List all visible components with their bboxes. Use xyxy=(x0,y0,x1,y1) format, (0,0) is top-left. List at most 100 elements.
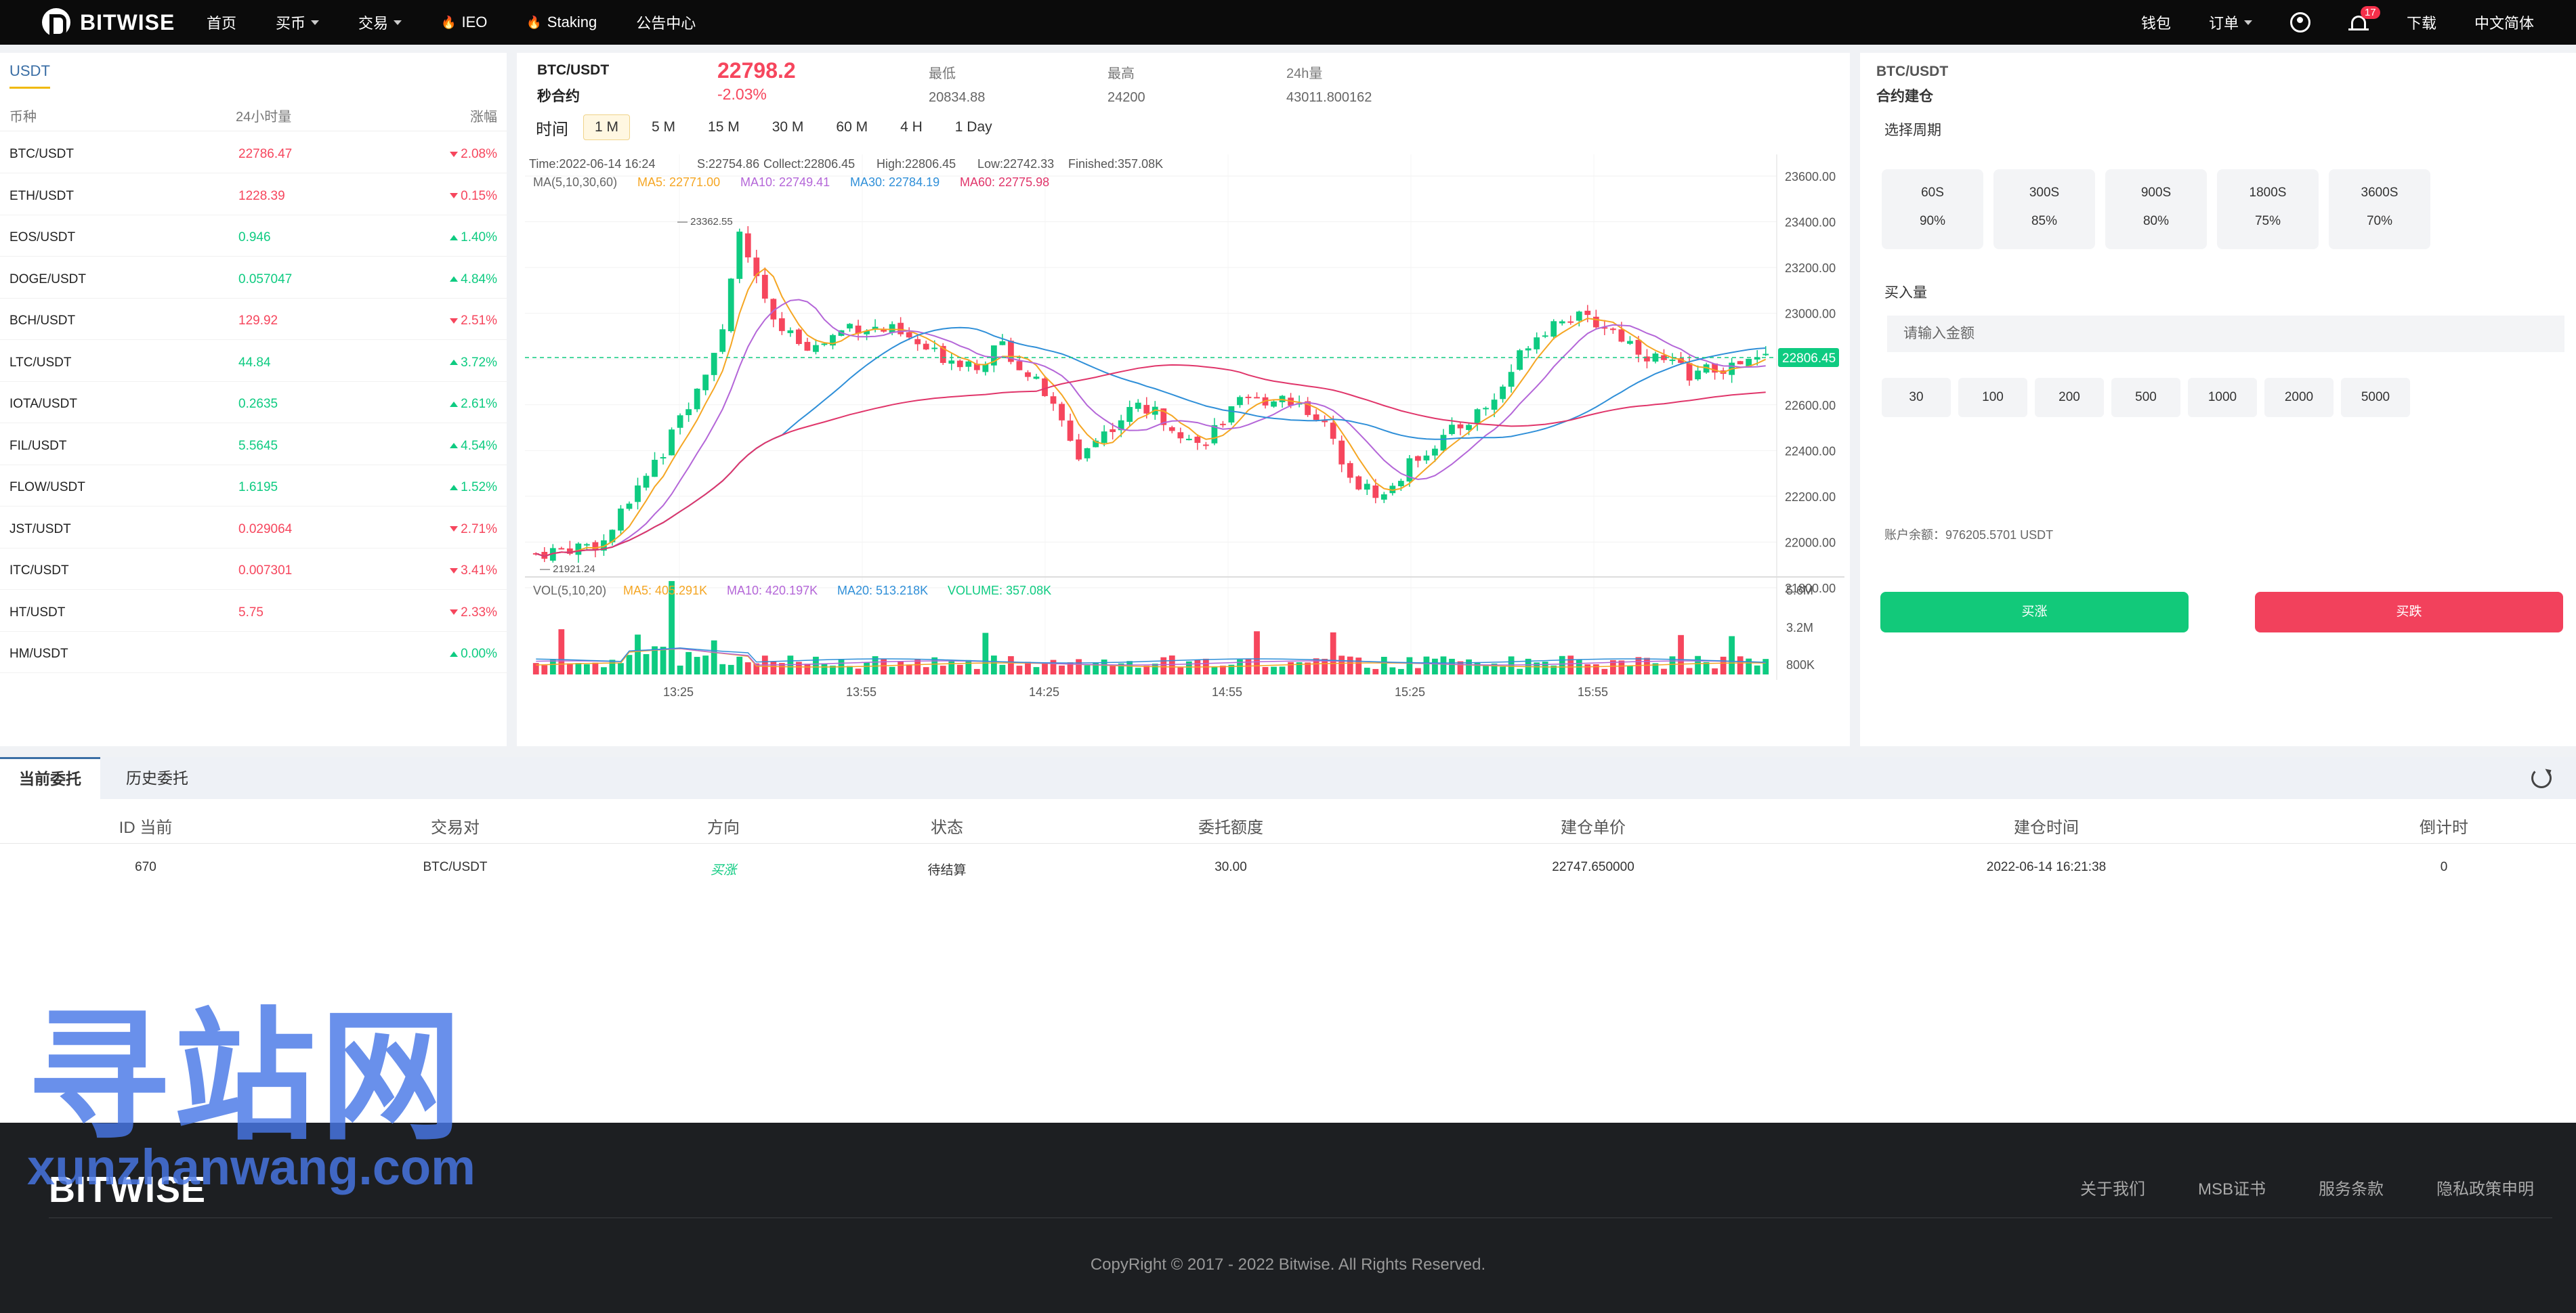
market-row[interactable]: FIL/USDT 5.5645 4.54% xyxy=(0,424,507,465)
market-row[interactable]: LTC/USDT 44.84 3.72% xyxy=(0,341,507,382)
min-price-mark: — 21921.24 xyxy=(540,563,595,575)
x-tick-label: 14:55 xyxy=(1212,685,1242,699)
market-row[interactable]: HT/USDT 5.75 2.33% xyxy=(0,590,507,632)
nav-item-3[interactable]: 🔥 IEO xyxy=(441,14,487,31)
tab-usdt[interactable]: USDT xyxy=(9,62,50,89)
candle-body xyxy=(796,329,802,345)
chevron-down-icon xyxy=(311,20,320,25)
ma5-line xyxy=(536,267,1767,557)
brand-logo[interactable]: BITWISE xyxy=(42,6,175,39)
period-option[interactable]: 60S 90% xyxy=(1882,169,1983,249)
volume-bar xyxy=(982,632,989,674)
candle-body xyxy=(1160,408,1167,425)
quick-amount-button[interactable]: 30 xyxy=(1882,378,1951,417)
nav-item-5[interactable]: 公告中心 xyxy=(636,12,696,33)
nav-item-1[interactable]: 买币 xyxy=(276,12,320,33)
footer-link-privacy[interactable]: 隐私政策申明 xyxy=(2436,1180,2534,1199)
market-symbol: BTC/USDT xyxy=(9,147,74,161)
nav-item-2[interactable]: 交易 xyxy=(358,12,402,33)
orders-menu[interactable]: 订单 xyxy=(2209,12,2252,33)
trade-symbol: BTC/USDT xyxy=(1876,64,1949,79)
amount-input[interactable] xyxy=(1887,316,2564,352)
candle-body xyxy=(601,540,607,551)
bell-icon xyxy=(2350,16,2366,29)
wallet-link[interactable]: 钱包 xyxy=(2140,15,2171,32)
candle-body xyxy=(923,343,929,350)
volume-bar xyxy=(973,668,980,674)
volume-bar xyxy=(1093,662,1099,674)
buy-up-button[interactable]: 买涨 xyxy=(1880,592,2189,632)
nav-item-0[interactable]: 首页 xyxy=(207,12,236,33)
quick-amount-button[interactable]: 2000 xyxy=(2264,378,2334,417)
quick-amount-button[interactable]: 1000 xyxy=(2188,378,2257,417)
candle-body xyxy=(956,360,963,368)
candle-body xyxy=(1508,372,1515,387)
user-account-icon[interactable] xyxy=(2289,12,2310,33)
volume-bar xyxy=(830,665,836,674)
quick-amount-button[interactable]: 200 xyxy=(2035,378,2104,417)
volume-bar xyxy=(965,660,972,674)
candle-body xyxy=(906,332,912,338)
footer-link-about[interactable]: 关于我们 xyxy=(2079,1180,2145,1199)
market-row[interactable]: BTC/USDT 22786.47 2.08% xyxy=(0,132,507,173)
market-row[interactable]: FLOW/USDT 1.6195 1.52% xyxy=(0,465,507,507)
market-change: 1.40% xyxy=(450,230,497,245)
candle-body xyxy=(931,347,938,349)
candle-body xyxy=(744,233,751,258)
interval-4h[interactable]: 4 H xyxy=(900,119,923,135)
ticker-contract-type: 秒合约 xyxy=(537,89,580,104)
ma10-line xyxy=(536,299,1766,557)
volume-bar xyxy=(778,663,785,674)
market-row[interactable]: BCH/USDT 129.92 2.51% xyxy=(0,299,507,340)
user-menu: 钱包 订单 17 下载 中文简体 xyxy=(2103,0,2534,45)
trade-panel: BTC/USDT 合约建仓 选择周期 60S 90% 300S 85% 900S 80% 1… xyxy=(1860,53,2576,746)
tab-history-orders[interactable]: 历史委托 xyxy=(126,769,188,787)
notifications-button[interactable]: 17 xyxy=(2348,6,2380,33)
arrow-up-icon xyxy=(450,443,459,449)
quick-amount-button[interactable]: 500 xyxy=(2111,378,2180,417)
market-list-panel: USDT 币种 24小时量 涨幅 BTC/USDT 22786.47 2.08% ET… xyxy=(0,53,507,746)
volume-bar xyxy=(804,664,811,674)
market-row[interactable]: HM/USDT 0.00% xyxy=(0,632,507,673)
candle-body xyxy=(1762,353,1769,356)
period-option[interactable]: 3600S 70% xyxy=(2329,169,2430,249)
language-selector[interactable]: 中文简体 xyxy=(2474,15,2534,32)
tab-current-orders[interactable]: 当前委托 xyxy=(0,757,100,799)
market-row[interactable]: EOS/USDT 0.946 1.40% xyxy=(0,215,507,257)
quick-amount-button[interactable]: 100 xyxy=(1958,378,2027,417)
candle-body xyxy=(965,361,972,367)
interval-15m[interactable]: 15 M xyxy=(708,119,740,135)
market-row[interactable]: ITC/USDT 0.007301 3.41% xyxy=(0,548,507,590)
download-link[interactable]: 下载 xyxy=(2406,15,2436,32)
market-row[interactable]: DOGE/USDT 0.057047 4.84% xyxy=(0,257,507,299)
y-tick-label: 22400.00 xyxy=(1785,444,1836,458)
volume-bar xyxy=(1592,664,1599,674)
interval-5m[interactable]: 5 M xyxy=(652,119,676,135)
quick-amount-button[interactable]: 5000 xyxy=(2341,378,2410,417)
candle-body xyxy=(1194,436,1201,444)
market-row[interactable]: IOTA/USDT 0.2635 2.61% xyxy=(0,382,507,423)
nav-item-4[interactable]: 🔥 Staking xyxy=(526,14,597,31)
period-option[interactable]: 300S 85% xyxy=(1993,169,2095,249)
ma-legend-item: MA10: 22749.41 xyxy=(740,175,830,189)
interval-1day[interactable]: 1 Day xyxy=(954,119,992,135)
market-symbol: BCH/USDT xyxy=(9,314,76,328)
footer-link-msb[interactable]: MSB证书 xyxy=(2197,1180,2266,1199)
buy-down-button[interactable]: 买跌 xyxy=(2255,592,2563,632)
kline-chart[interactable]: 23600.0023400.0023200.0023000.0022800.00… xyxy=(517,53,1850,746)
interval-1m[interactable]: 1 M xyxy=(583,114,631,140)
footer-link-terms[interactable]: 服务条款 xyxy=(2319,1180,2384,1199)
ticker-price: 22798.2 xyxy=(717,58,796,83)
candle-body xyxy=(1406,458,1413,482)
candle-body xyxy=(1016,361,1023,370)
market-row[interactable]: JST/USDT 0.029064 2.71% xyxy=(0,507,507,548)
refresh-icon[interactable] xyxy=(2531,768,2552,788)
volume-bar xyxy=(1466,659,1472,674)
candle-body xyxy=(1415,456,1421,461)
volume-bar xyxy=(541,665,548,674)
interval-30m[interactable]: 30 M xyxy=(772,119,804,135)
interval-60m[interactable]: 60 M xyxy=(836,119,868,135)
period-option[interactable]: 1800S 75% xyxy=(2217,169,2319,249)
period-option[interactable]: 900S 80% xyxy=(2105,169,2207,249)
market-row[interactable]: ETH/USDT 1228.39 0.15% xyxy=(0,174,507,215)
